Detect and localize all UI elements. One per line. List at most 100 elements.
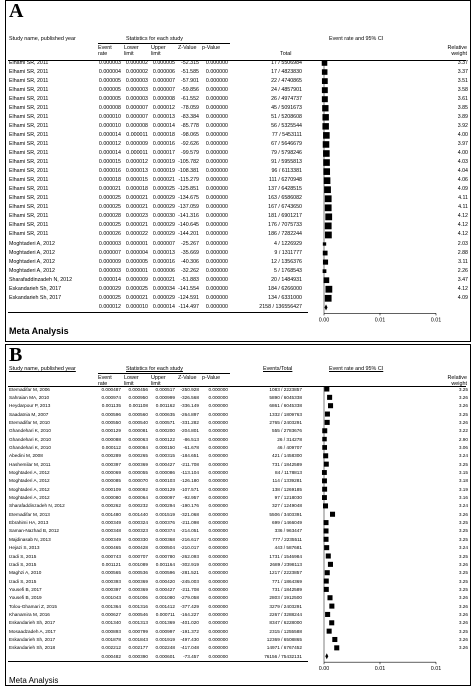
z-value: -40.306: [181, 258, 199, 265]
study-name: Elhami SR, 2011: [9, 159, 49, 166]
event-rate: 0.001340: [101, 620, 121, 626]
table-row: Khanamira M, 2016 0.000627 0.000546 0.00071…: [6, 609, 470, 620]
relative-weight: 3.24: [458, 545, 468, 551]
study-point: [327, 561, 333, 567]
p-value: 0.000000: [205, 168, 228, 175]
z-value: -210.017: [180, 545, 199, 551]
p-value: 0.000000: [208, 603, 228, 609]
upper-limit: 0.000025: [152, 186, 175, 193]
study-name: Elhami SR, 2011: [9, 131, 49, 138]
study-name: Elhami SR, 2011: [9, 104, 49, 111]
relative-weight: 3.92: [457, 122, 468, 129]
study-point: [323, 520, 329, 526]
study-name: Etemadifar M, 2013: [9, 511, 50, 517]
event-rate: 0.000003: [98, 59, 121, 66]
table-row: Moghtaderi A, 2012 0.000007 0.000004 0.0000…: [6, 248, 470, 259]
event-rate: 0.000085: [101, 478, 121, 484]
z-value: -73.457: [183, 653, 199, 659]
lower-limit: 0.000265: [128, 453, 148, 459]
relative-weight: 3.26: [458, 645, 468, 651]
upper-limit: 0.000374: [155, 528, 175, 534]
z-value: -164.227: [180, 611, 199, 617]
p-value: 0.000000: [205, 140, 228, 147]
study-point: [322, 114, 329, 121]
z-value: -417.048: [180, 645, 199, 651]
event-rate: 0.000482: [101, 653, 121, 659]
table-row: Heydarpour P, 2013 0.001135 0.001108 0.0011…: [6, 400, 470, 411]
lower-limit: 0.001316: [128, 603, 148, 609]
p-value-header: p-Value: [202, 375, 221, 381]
event-rate: 0.000349: [101, 536, 121, 542]
study-name: Elhami SR, 2011: [9, 195, 49, 202]
study-point: [322, 123, 329, 130]
event-rate: 0.000012: [98, 140, 121, 147]
relative-weight: 3.25: [458, 411, 468, 417]
stats-group-rule: [98, 373, 230, 374]
p-value: 0.000000: [208, 411, 228, 417]
p-value: 0.000000: [205, 222, 228, 229]
table-row: Moghtaderi A, 2012 0.000109 0.000092 0.0001…: [6, 484, 470, 495]
table-row: Elhami SR, 2011 0.000025 0.000021 0.000029-…: [6, 220, 470, 231]
lower-limit: 0.001108: [128, 403, 148, 409]
event-rate: 0.000893: [101, 628, 121, 634]
upper-limit: 0.000029: [152, 294, 175, 301]
study-name: Tolou-Ghamari Z, 2015: [9, 603, 57, 609]
study-name: Sharafaddinzadeh N, 2012: [9, 276, 73, 283]
p-value-header: p-Value: [202, 45, 221, 51]
table-row: Eskandarieh Sh, 2017 0.001340 0.001313 0.00…: [6, 617, 470, 628]
z-value: -377.429: [180, 603, 199, 609]
event-rate: 0.001135: [101, 403, 121, 409]
study-point: [324, 222, 332, 230]
event-rate: 0.000009: [98, 258, 121, 265]
event-rate: 0.000393: [101, 578, 121, 584]
lower-limit: 0.000010: [125, 303, 148, 310]
z-value: -204.801: [180, 428, 199, 434]
lower-limit: 0.000055: [128, 470, 148, 475]
event-rate: 0.000743: [101, 553, 121, 559]
event-rate: 0.000003: [98, 267, 121, 274]
relative-weight: 3.51: [457, 77, 468, 84]
upper-limit: 0.000029: [152, 231, 175, 238]
table-bottom-rule: [8, 312, 308, 314]
relative-weight: 3.97: [457, 140, 468, 147]
event-rate: 0.000004: [98, 68, 121, 75]
x-tick-label: 0.00: [319, 317, 330, 323]
upper-limit: 0.000571: [155, 419, 175, 425]
forest-plot-area: 0.00 0.01 0.01: [319, 386, 441, 672]
forest-plot-panel-b: B Statistics for each study Study name, p…: [5, 344, 471, 686]
z-value: -191.372: [180, 628, 199, 634]
upper-limit: 0.000019: [152, 159, 175, 166]
z-value-header: Z-Value: [178, 375, 197, 381]
z-value: -262.093: [180, 553, 199, 559]
p-value: 0.000000: [208, 470, 228, 475]
upper-limit: 0.000129: [155, 486, 175, 492]
study-point: [322, 141, 330, 148]
table-row: Elhami SR, 2011 0.000010 0.000007 0.000013-…: [6, 112, 470, 123]
relative-weight: 3.25: [458, 628, 468, 634]
event-rate: 0.000109: [101, 486, 121, 492]
events-total: 167 / 6743650: [268, 204, 302, 211]
p-value: 0.000000: [205, 204, 228, 211]
event-rate: 0.001043: [101, 595, 121, 601]
stats-group-rule: [98, 43, 230, 44]
events-total: 12369 / 6508865: [266, 637, 302, 642]
p-value: 0.000000: [208, 578, 228, 584]
lower-limit: 0.000001: [125, 267, 148, 274]
table-row: Yousefi B, 2017 0.000397 0.000369 0.000427-…: [6, 584, 470, 595]
upper-limit: 0.000635: [155, 411, 175, 417]
p-value: 0.000000: [208, 403, 228, 409]
table-row: Elhami SR, 2011 0.000026 0.000022 0.000029-…: [6, 229, 470, 240]
table-row: Izadi S, 2015 0.001121 0.001089 0.001164 -30…: [6, 559, 470, 570]
upper-limit: 0.000294: [155, 503, 175, 509]
relative-weight: 4.11: [458, 204, 468, 211]
lower-limit: 0.000022: [125, 231, 148, 238]
upper-limit: 0.001519: [155, 511, 175, 517]
relative-weight: 4.12: [457, 231, 468, 238]
event-rate: 0.000014: [98, 131, 121, 138]
table-row: Izadi S, 2015 0.000743 0.000707 0.000780 -26…: [6, 551, 470, 562]
event-rate: 0.000025: [98, 204, 121, 211]
table-row: Hashemilar M, 2011 0.000397 0.000369 0.0004…: [6, 459, 470, 470]
study-point: [321, 60, 328, 66]
upper-limit: 0.000780: [155, 553, 175, 559]
study-name: Eskandarieh Sh, 2018: [9, 645, 56, 651]
